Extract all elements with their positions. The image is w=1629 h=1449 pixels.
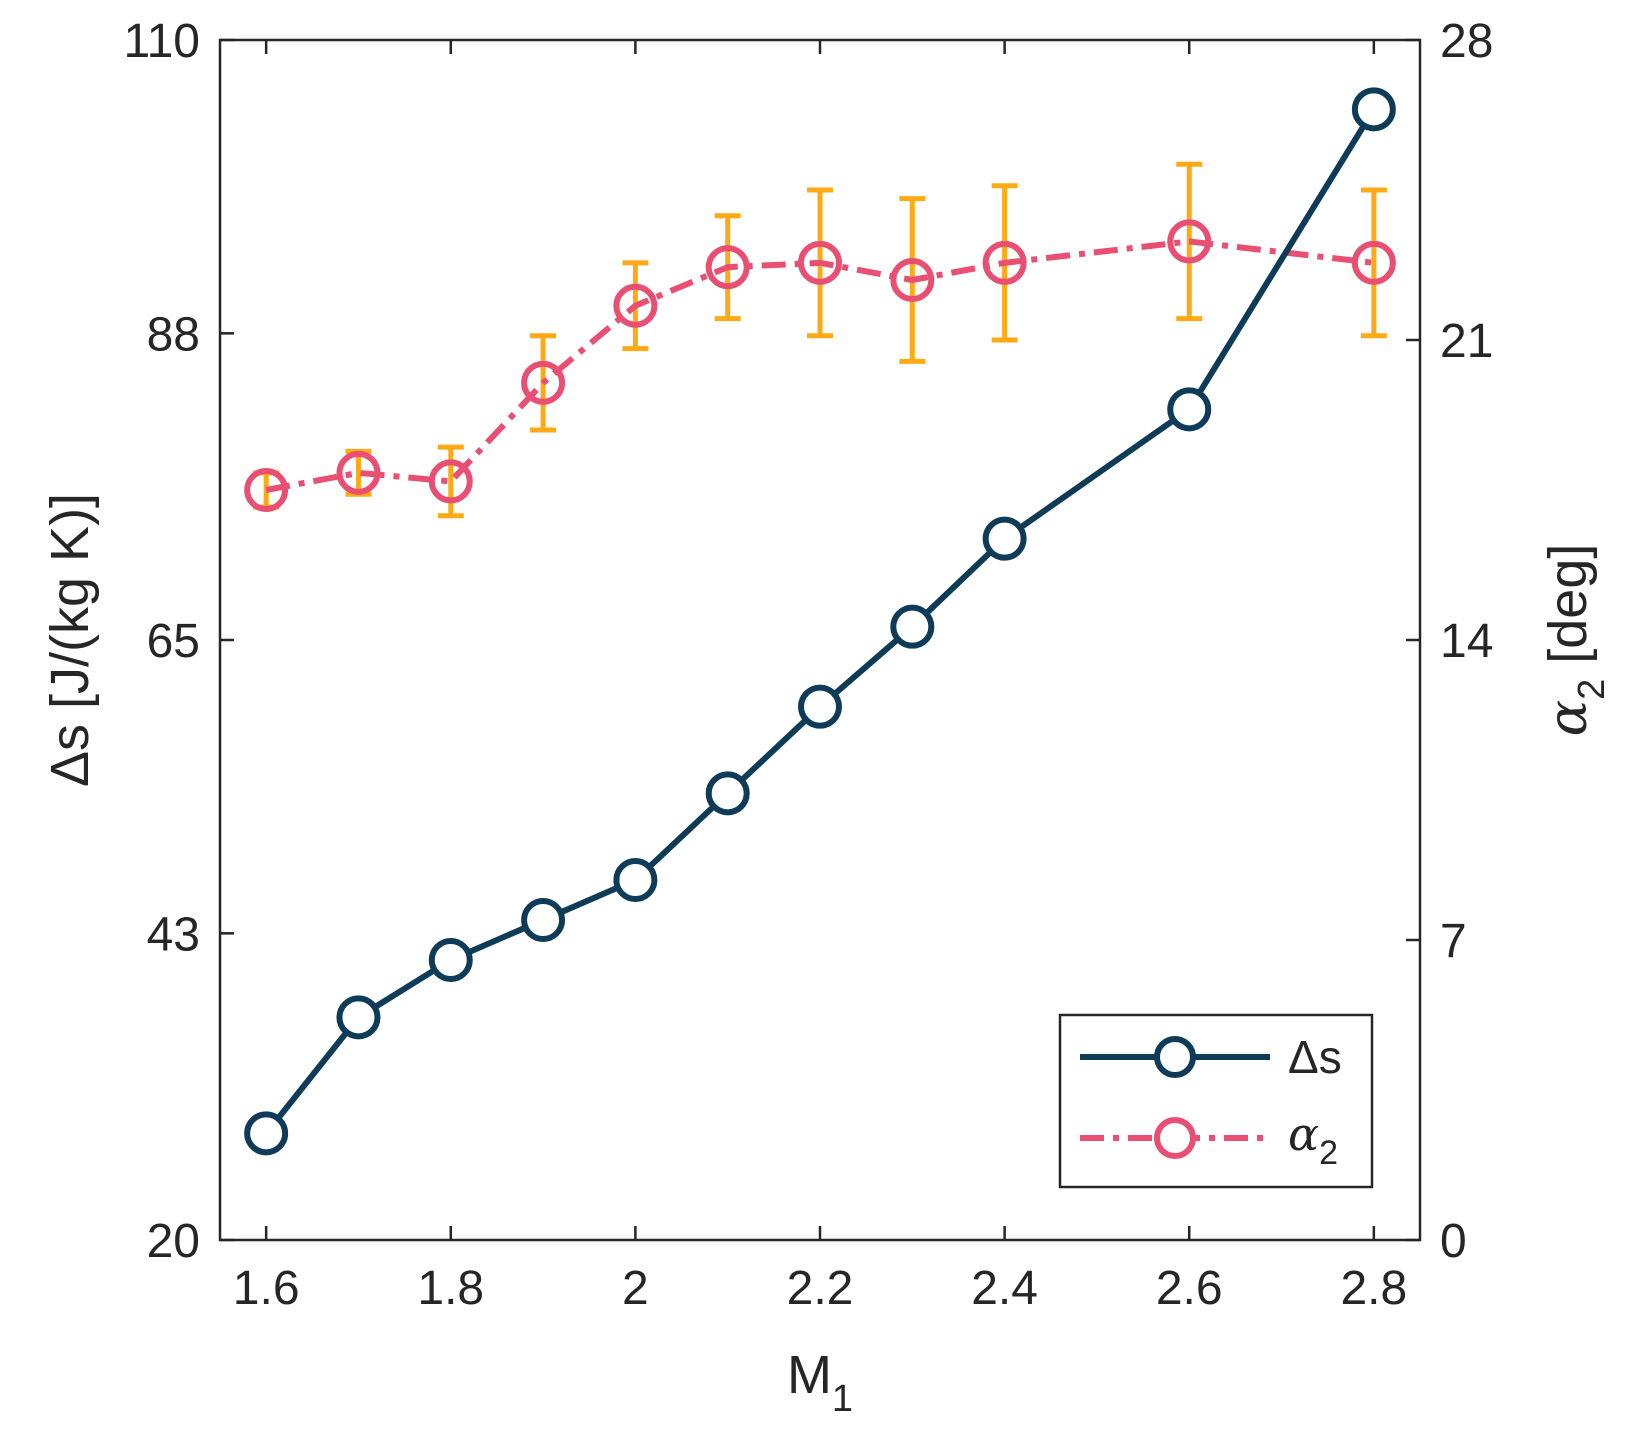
x-tick-label: 1.8	[417, 1262, 484, 1315]
alpha2-point	[428, 459, 473, 504]
legend-entry-alpha2: α2	[1080, 1107, 1338, 1172]
alpha2-point	[613, 283, 658, 328]
delta-s-point	[613, 858, 658, 902]
delta-s-point	[428, 938, 473, 982]
left-y-tick-label: 20	[147, 1215, 200, 1268]
delta-s-point	[244, 1111, 289, 1156]
right-y-tick-label: 21	[1440, 315, 1493, 368]
delta-s-point	[705, 771, 750, 816]
right-axis-title: α2 [deg]	[1536, 544, 1613, 737]
x-tick-label: 2.4	[971, 1262, 1038, 1315]
delta-s-point	[336, 995, 381, 1040]
delta-s-point	[890, 604, 935, 649]
alpha2-point	[798, 240, 842, 285]
left-axis-title: Δs [J/(kg K)]	[40, 493, 100, 787]
right-y-tick-label: 7	[1440, 915, 1467, 968]
x-tick-label: 2.6	[1156, 1262, 1223, 1315]
legend-label-alpha2-sub: 2	[1319, 1134, 1338, 1172]
x-tick-label: 2	[622, 1262, 649, 1315]
x-tick-label: 2.2	[787, 1262, 854, 1315]
alpha2-point	[1351, 240, 1396, 285]
alpha2-point	[890, 258, 935, 302]
legend-entry-delta-s: Δs	[1080, 1031, 1342, 1083]
legend-box	[1058, 1013, 1374, 1189]
x-tick-label: 2.8	[1340, 1262, 1407, 1315]
delta-s-point	[521, 898, 566, 942]
alpha2-point	[521, 360, 566, 405]
axes-layer: 1.6 1.8 2 2.2 2.4 2.6 2.8 20 43 65 88 110 0 7 14 21 28	[123, 15, 1493, 1315]
right-y-tick-label: 0	[1440, 1215, 1467, 1268]
right-axis-title-symbol: α	[1536, 700, 1599, 736]
legend: Δs α2	[1058, 1013, 1374, 1189]
legend-marker-alpha2	[1154, 1117, 1196, 1159]
x-axis-title: M1	[787, 1345, 853, 1420]
legend-label-alpha2-symbol: α	[1288, 1107, 1319, 1161]
plot-frame	[218, 38, 1422, 1242]
right-y-tick-label: 14	[1440, 615, 1493, 668]
left-y-tick-label: 88	[147, 308, 200, 361]
legend-marker-delta-s	[1154, 1036, 1196, 1078]
alpha2-point	[244, 468, 289, 512]
delta-s-point	[1351, 87, 1396, 132]
left-y-tick-label: 65	[147, 615, 200, 668]
alpha2-line	[265, 238, 1375, 493]
x-axis-title-main: M	[787, 1345, 832, 1405]
x-tick-label: 1.6	[233, 1262, 300, 1315]
alpha2-point	[982, 240, 1027, 285]
right-axis-title-unit: [deg]	[1538, 544, 1598, 679]
delta-s-point	[1167, 387, 1212, 432]
series-layer	[244, 87, 1396, 1156]
left-y-tick-label: 110	[123, 15, 200, 68]
right-y-tick-label: 28	[1440, 15, 1493, 68]
left-y-tick-label: 43	[147, 908, 200, 961]
alpha2-point	[1167, 219, 1212, 264]
legend-label-alpha2: α2	[1288, 1107, 1338, 1172]
right-axis-title-sub: 2	[1571, 679, 1613, 700]
delta-s-point	[982, 516, 1027, 561]
x-axis-title-sub: 1	[832, 1378, 853, 1420]
alpha2-point	[336, 450, 381, 495]
alpha2-point	[705, 245, 750, 290]
legend-label-delta-s: Δs	[1288, 1031, 1342, 1083]
delta-s-point	[798, 684, 842, 729]
